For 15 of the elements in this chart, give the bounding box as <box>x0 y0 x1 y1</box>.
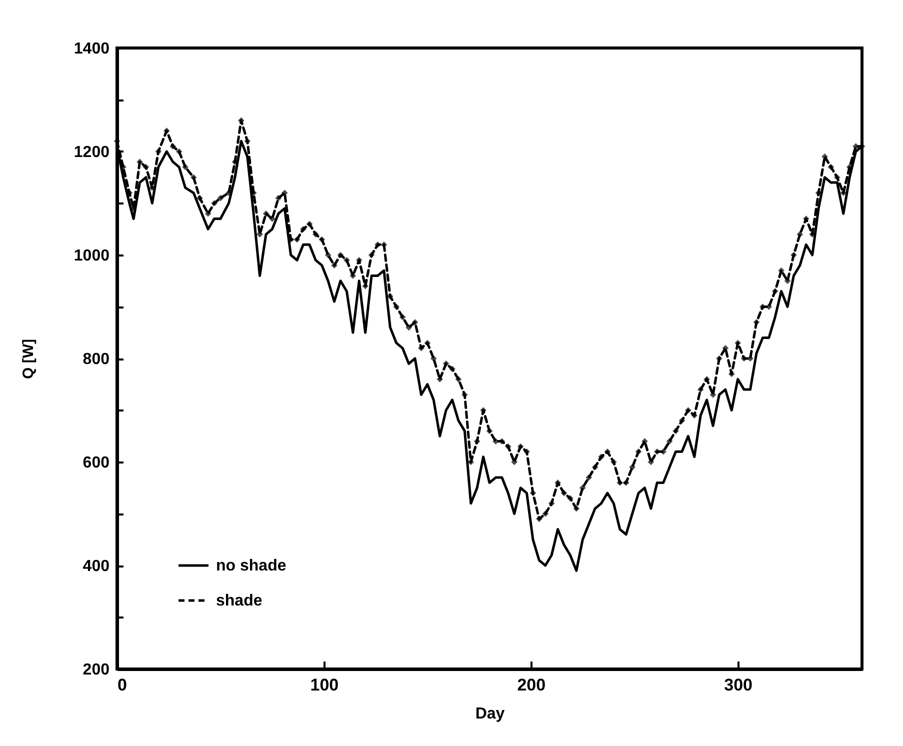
y-tick-label: 600 <box>82 454 110 472</box>
y-tick-label: 200 <box>82 662 110 678</box>
y-tick-label: 400 <box>82 558 110 575</box>
x-tick-label: 200 <box>517 676 546 694</box>
y-tick-label: 1000 <box>74 248 110 264</box>
y-tick-label: 1400 <box>74 40 110 58</box>
legend-label: no shade <box>216 558 286 574</box>
x-tick-label: 100 <box>310 676 339 694</box>
y-axis-title: Q [W] <box>20 339 37 379</box>
x-tick-label: 300 <box>724 676 753 694</box>
legend-label: shade <box>216 592 262 610</box>
y-tick-label: 800 <box>82 351 110 368</box>
x-tick-label: 0 <box>118 676 127 694</box>
x-axis-title: Day <box>475 706 505 722</box>
y-tick-label: 1200 <box>74 144 110 161</box>
